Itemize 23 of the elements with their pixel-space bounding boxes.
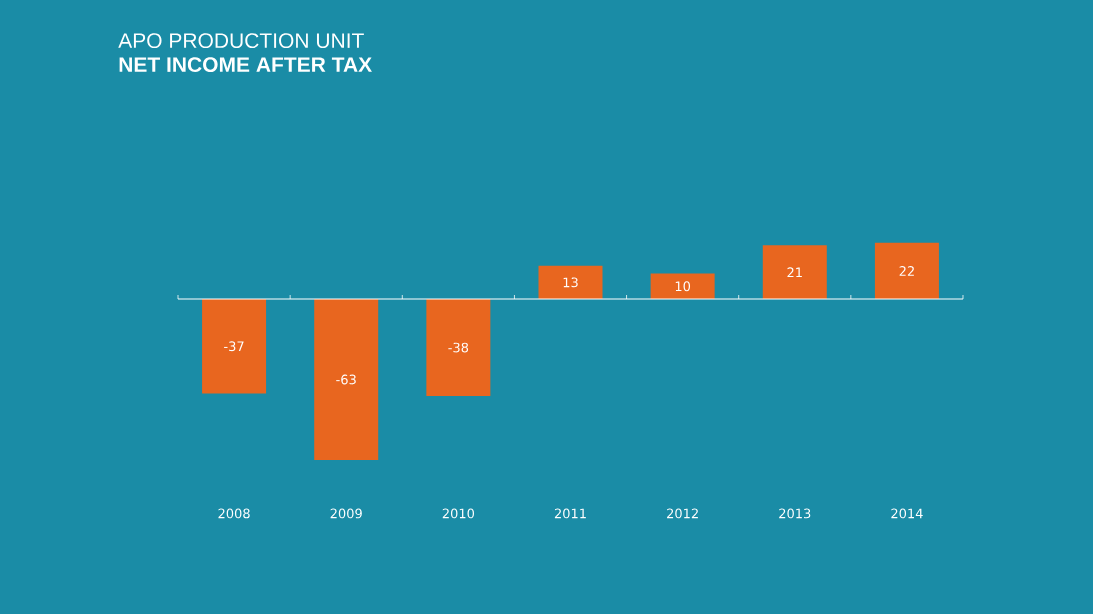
data-label: -37 xyxy=(224,341,244,352)
bar xyxy=(538,265,603,300)
data-label: 22 xyxy=(899,266,914,276)
bar xyxy=(762,245,827,300)
bar xyxy=(202,299,267,394)
data-label: -38 xyxy=(448,342,469,353)
x-tick-label: 2012 xyxy=(667,508,698,519)
data-label: 21 xyxy=(787,267,802,278)
chart-subtitle: NET INCOME AFTER TAX xyxy=(119,57,372,73)
bar xyxy=(650,273,715,300)
data-label: -63 xyxy=(336,374,356,385)
x-tick-label: 2008 xyxy=(218,508,250,519)
data-label: 13 xyxy=(563,277,578,288)
bar xyxy=(874,242,939,300)
x-tick-label: 2013 xyxy=(779,508,811,519)
x-tick-label: 2009 xyxy=(330,508,362,519)
data-label: 10 xyxy=(675,281,691,292)
x-tick-label: 2010 xyxy=(442,508,475,519)
chart-title: APO PRODUCTION UNIT xyxy=(118,33,364,49)
x-tick-label: 2014 xyxy=(891,508,923,519)
x-tick-label: 2011 xyxy=(554,508,586,519)
bar xyxy=(314,299,379,460)
bar xyxy=(426,299,491,397)
